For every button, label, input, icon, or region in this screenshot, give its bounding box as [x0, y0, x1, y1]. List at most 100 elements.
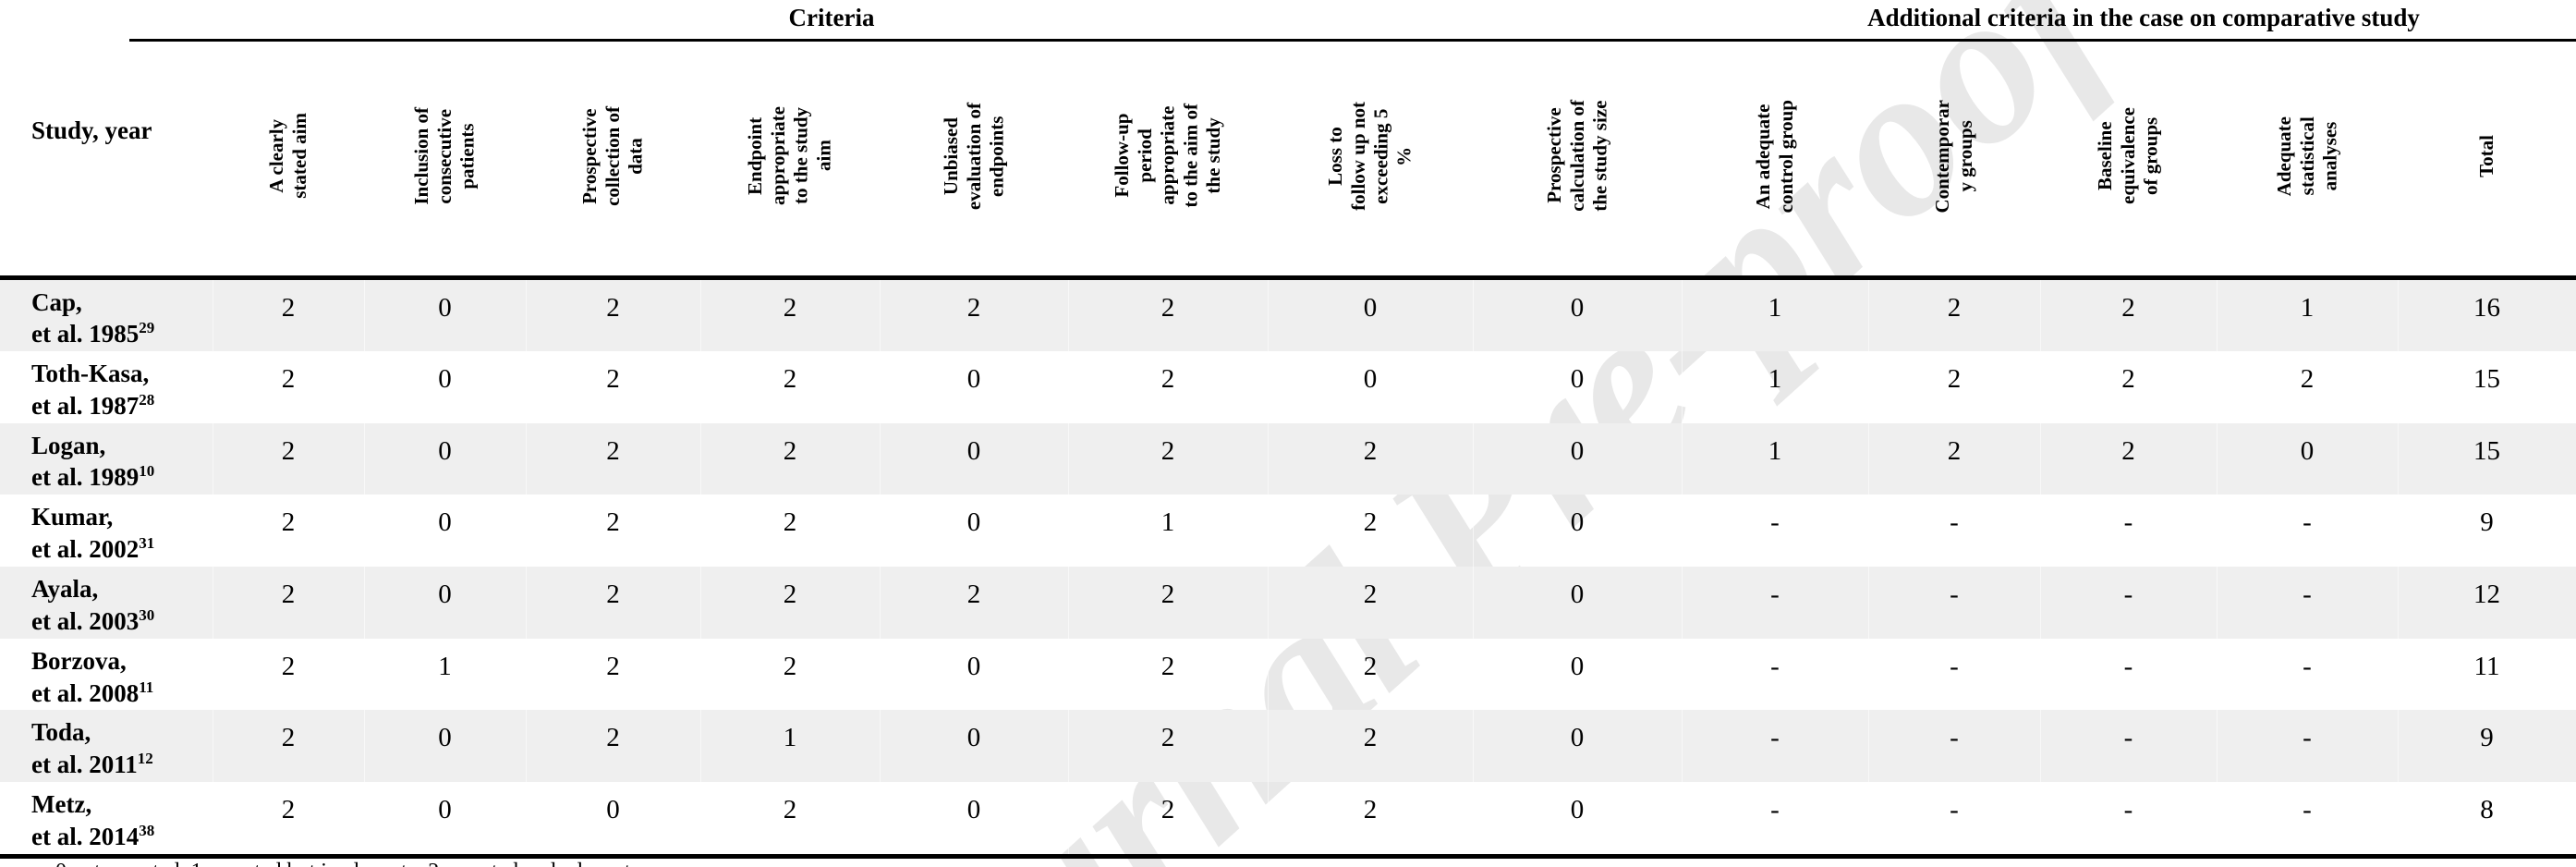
- score-cell: 2: [526, 639, 700, 711]
- score-cell: 2: [526, 277, 700, 351]
- study-name: Ayala,: [31, 575, 99, 604]
- column-header-unbiased-evaluation-endpoints: Unbiased evaluation of endpoints: [880, 42, 1068, 280]
- score-cell: 2: [1868, 423, 2040, 495]
- study-cell: Toth-Kasa, et al. 198728: [0, 351, 213, 423]
- study-year: et al. 2003: [31, 606, 140, 635]
- score-cell: 2: [700, 495, 880, 567]
- reference-superscript: 29: [139, 319, 155, 337]
- reference-superscript: 10: [139, 462, 155, 481]
- score-cell: 0: [364, 423, 526, 495]
- group-header-underline: [129, 39, 2576, 42]
- column-header-label: An adequate control group: [1752, 99, 1797, 213]
- score-cell: 1: [1068, 495, 1268, 567]
- score-cell: 1: [1682, 423, 1868, 495]
- study-name: Cap,: [31, 287, 82, 316]
- score-cell: -: [1682, 495, 1868, 567]
- score-cell: -: [1682, 639, 1868, 711]
- total-cell: 16: [2398, 277, 2576, 351]
- score-cell: 2: [526, 710, 700, 782]
- score-cell: 2: [880, 567, 1068, 639]
- score-cell: 2: [213, 639, 364, 711]
- score-cell: -: [1682, 710, 1868, 782]
- total-cell: 9: [2398, 710, 2576, 782]
- table-row-metz: Metz, et al. 201438 2 0 0 2 0 2 2 0- - - -8: [0, 782, 2576, 856]
- score-cell: 2: [1068, 351, 1268, 423]
- score-cell: 2: [213, 567, 364, 639]
- column-header-label: Endpoint appropriate to the study aim: [744, 106, 835, 206]
- score-cell: 2: [2217, 351, 2398, 423]
- score-cell: 0: [1473, 351, 1682, 423]
- score-cell: 1: [2217, 277, 2398, 351]
- score-cell: -: [2040, 567, 2217, 639]
- score-cell: 2: [1268, 782, 1473, 856]
- column-header-adequate-control-group: An adequate control group: [1682, 42, 1868, 280]
- study-name: Metz,: [31, 790, 92, 819]
- score-cell: 0: [880, 710, 1068, 782]
- column-header-label: Loss to follow up not exceeding 5 %: [1324, 101, 1416, 211]
- score-cell: 0: [880, 782, 1068, 856]
- total-cell: 15: [2398, 423, 2576, 495]
- score-cell: 2: [213, 351, 364, 423]
- study-cell: Kumar, et al. 200231: [0, 495, 213, 567]
- total-cell: 12: [2398, 567, 2576, 639]
- score-cell: -: [1868, 710, 2040, 782]
- score-cell: -: [1682, 782, 1868, 856]
- score-cell: 2: [2040, 351, 2217, 423]
- column-header-loss-to-follow-up: Loss to follow up not exceeding 5 %: [1268, 42, 1473, 280]
- score-cell: 2: [1268, 423, 1473, 495]
- score-cell: 2: [526, 351, 700, 423]
- score-cell: 2: [1868, 351, 2040, 423]
- study-year: et al. 1987: [31, 391, 140, 420]
- reference-superscript: 11: [139, 678, 154, 696]
- study-year: et al. 2002: [31, 535, 140, 564]
- column-header-label: Prospective calculation of the study siz…: [1542, 100, 1611, 213]
- table-row-toda: Toda, et al. 201112 2 0 2 1 0 2 2 0- - - -9: [0, 710, 2576, 783]
- score-cell: 0: [880, 423, 1068, 495]
- score-cell: -: [1682, 567, 1868, 639]
- study-year-header: Study, year: [0, 42, 213, 280]
- score-cell: 2: [700, 423, 880, 495]
- score-cell: 2: [2040, 423, 2217, 495]
- total-cell: 8: [2398, 782, 2576, 856]
- score-cell: 2: [213, 782, 364, 856]
- score-cell: 2: [213, 710, 364, 782]
- total-cell: 15: [2398, 351, 2576, 423]
- score-cell: 0: [364, 567, 526, 639]
- score-cell: 0: [1473, 639, 1682, 711]
- study-name: Borzova,: [31, 646, 127, 675]
- score-cell: 2: [700, 639, 880, 711]
- score-cell: 2: [213, 277, 364, 351]
- score-cell: 2: [700, 351, 880, 423]
- score-cell: 2: [1868, 277, 2040, 351]
- score-cell: -: [2040, 495, 2217, 567]
- column-header-prospective-calculation-size: Prospective calculation of the study siz…: [1473, 42, 1682, 280]
- score-cell: 0: [1473, 782, 1682, 856]
- score-cell: 0: [1473, 423, 1682, 495]
- total-cell: 11: [2398, 639, 2576, 711]
- score-cell: 1: [364, 639, 526, 711]
- score-cell: 0: [364, 782, 526, 856]
- score-cell: 2: [1068, 423, 1268, 495]
- score-cell: 0: [526, 782, 700, 856]
- study-cell: Metz, et al. 201438: [0, 782, 213, 856]
- score-cell: 2: [213, 423, 364, 495]
- score-cell: -: [1868, 567, 2040, 639]
- score-cell: 0: [1473, 495, 1682, 567]
- study-cell: Borzova, et al. 200811: [0, 639, 213, 711]
- column-header-contemporary-groups: Contemporar y groups: [1868, 42, 2040, 280]
- score-cell: 2: [700, 782, 880, 856]
- column-header-clearly-stated-aim: A clearly stated aim: [213, 42, 364, 280]
- score-cell: 2: [1268, 567, 1473, 639]
- column-header-adequate-statistical-analyses: Adequate statistical analyses: [2217, 42, 2398, 280]
- study-name: Logan,: [31, 431, 106, 459]
- score-cell: -: [2217, 710, 2398, 782]
- study-cell: Logan, et al. 198910: [0, 423, 213, 495]
- study-year: et al. 1989: [31, 463, 140, 492]
- score-cell: 0: [364, 351, 526, 423]
- score-cell: 2: [1268, 639, 1473, 711]
- column-header-endpoint-appropriate-aim: Endpoint appropriate to the study aim: [700, 42, 880, 280]
- table-footnote: 0 not reported, 1 reported but inadequat…: [55, 860, 640, 867]
- score-cell: 2: [213, 495, 364, 567]
- score-cell: -: [2040, 782, 2217, 856]
